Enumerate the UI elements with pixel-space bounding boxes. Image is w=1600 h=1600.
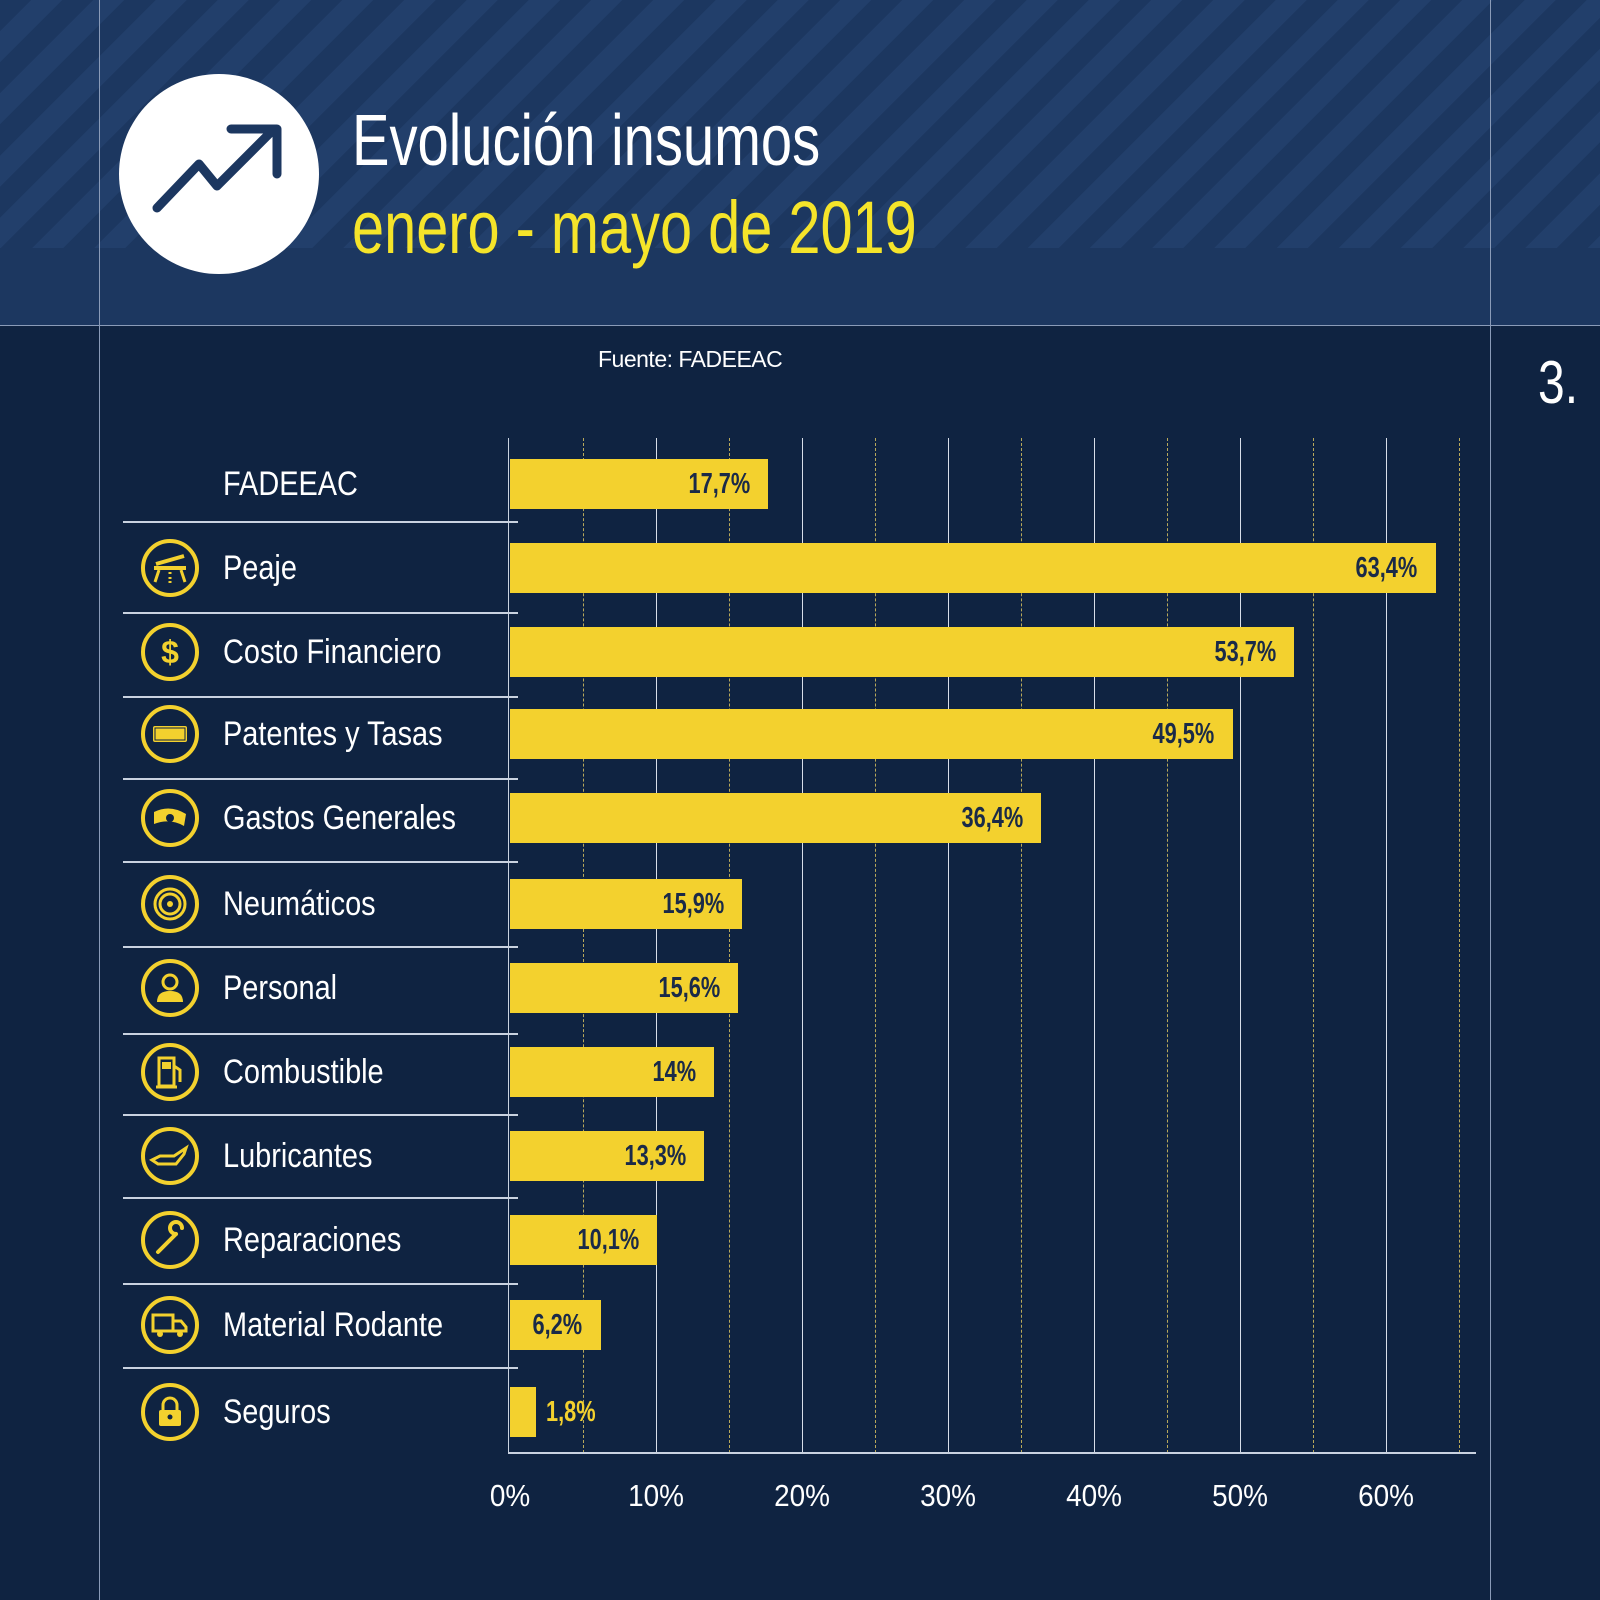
category-label: Peaje	[223, 549, 297, 587]
category-label: Neumáticos	[223, 885, 376, 923]
bar	[510, 963, 738, 1013]
bar	[510, 1300, 601, 1350]
gridline	[875, 438, 876, 1453]
gridline	[1459, 438, 1460, 1453]
gridline	[948, 438, 949, 1453]
gridline	[656, 438, 657, 1453]
x-axis	[508, 1452, 1476, 1454]
frame-line-right	[1490, 0, 1491, 1600]
row-separator	[123, 1283, 518, 1285]
frame-line-left	[99, 0, 100, 1600]
bar	[510, 1047, 715, 1097]
row-separator	[123, 778, 518, 780]
row-separator	[123, 1033, 518, 1035]
license-plate-icon	[140, 704, 200, 764]
page-title: Evolución insumos	[352, 101, 821, 181]
data-label: 49,5%	[1153, 718, 1215, 750]
bar	[510, 793, 1042, 843]
x-tick-label: 40%	[1066, 1478, 1122, 1513]
fuel-pump-icon	[140, 1042, 200, 1102]
row-separator	[123, 612, 518, 614]
category-label: Reparaciones	[223, 1221, 402, 1259]
data-label: 36,4%	[961, 802, 1024, 834]
source-note: Fuente: FADEEAC	[598, 346, 783, 372]
row-separator	[123, 696, 518, 698]
bar	[510, 879, 743, 929]
tire-icon	[140, 874, 200, 934]
header-band	[0, 0, 1600, 325]
row-separator	[123, 1367, 518, 1369]
bar	[510, 627, 1295, 677]
data-label: 1,8%	[546, 1396, 596, 1428]
x-tick-label: 20%	[774, 1478, 830, 1513]
x-tick-label: 10%	[628, 1478, 684, 1513]
data-label: 6,2%	[532, 1309, 583, 1341]
bar	[510, 1387, 537, 1437]
data-label: 15,6%	[658, 972, 720, 1004]
x-tick-label: 30%	[920, 1478, 976, 1513]
category-label: Costo Financiero	[223, 633, 442, 671]
bar	[510, 1131, 705, 1181]
gridline	[1386, 438, 1387, 1453]
dollar-icon: $	[140, 622, 200, 682]
gridline	[583, 438, 584, 1453]
gridline	[1313, 438, 1314, 1453]
row-separator	[123, 1197, 518, 1199]
bar	[510, 543, 1436, 593]
truck-icon	[140, 1295, 200, 1355]
person-icon	[140, 958, 200, 1018]
x-tick-label: 0%	[489, 1478, 531, 1513]
category-label: FADEEAC	[223, 465, 358, 503]
data-label: 10,1%	[577, 1224, 640, 1256]
x-tick-label: 60%	[1358, 1478, 1414, 1513]
trending-up-arrow-icon	[119, 74, 319, 274]
page-subtitle: enero - mayo de 2019	[352, 186, 917, 269]
page-number: 3.	[1538, 349, 1579, 416]
data-label: 14%	[652, 1056, 697, 1088]
bar	[510, 709, 1233, 759]
category-label: Gastos Generales	[223, 799, 456, 837]
data-label: 13,3%	[624, 1140, 687, 1172]
category-label: Personal	[223, 969, 338, 1007]
x-tick-label: 50%	[1212, 1478, 1268, 1513]
svg-text:$: $	[161, 634, 179, 670]
data-label: 17,7%	[688, 468, 751, 500]
banknote-icon	[140, 788, 200, 848]
category-label: Combustible	[223, 1053, 384, 1091]
gridline	[1240, 438, 1241, 1453]
category-label: Seguros	[223, 1393, 331, 1431]
category-label: Lubricantes	[223, 1137, 373, 1175]
row-separator	[123, 521, 518, 523]
header-divider	[0, 325, 1600, 326]
oil-can-icon	[140, 1126, 200, 1186]
toll-barrier-icon	[140, 538, 200, 598]
data-label: 63,4%	[1355, 552, 1418, 584]
data-label: 53,7%	[1214, 636, 1277, 668]
gridline	[802, 438, 803, 1453]
gridline	[1094, 438, 1095, 1453]
row-separator	[123, 861, 518, 863]
lock-icon	[140, 1382, 200, 1442]
gridline	[729, 438, 730, 1453]
row-separator	[123, 946, 518, 948]
gridline	[1021, 438, 1022, 1453]
row-separator	[123, 1114, 518, 1116]
bar	[510, 1215, 658, 1265]
data-label: 15,9%	[662, 888, 725, 920]
gridline	[1167, 438, 1168, 1453]
category-label: Patentes y Tasas	[223, 715, 443, 753]
wrench-icon	[140, 1210, 200, 1270]
bar	[510, 459, 769, 509]
category-label: Material Rodante	[223, 1306, 444, 1344]
